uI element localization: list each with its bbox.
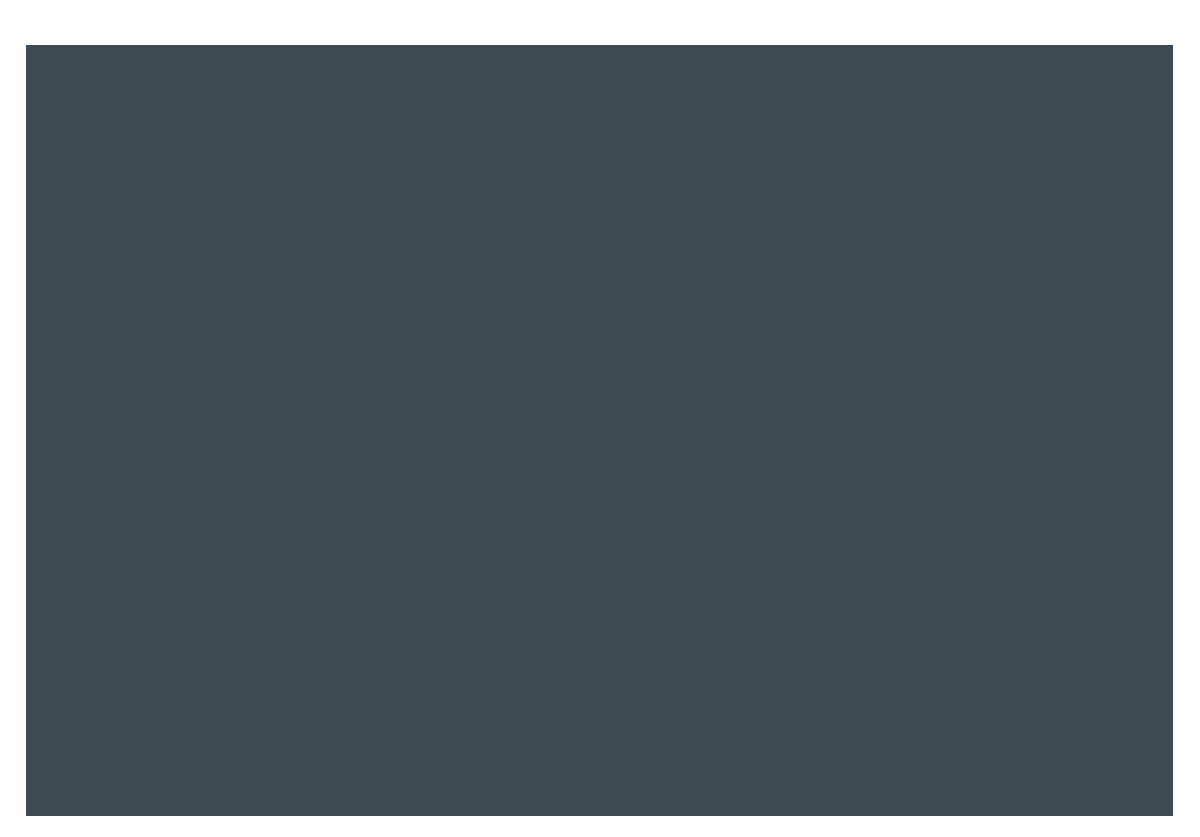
blank-screen-viewport[interactable] — [26, 45, 1173, 816]
